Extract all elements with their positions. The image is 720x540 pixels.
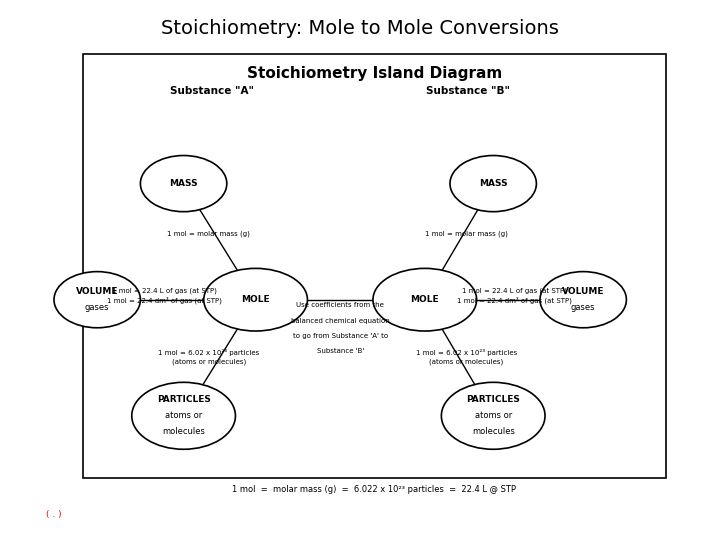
Text: 1 mol = 6.02 x 10²³ particles: 1 mol = 6.02 x 10²³ particles [416, 349, 517, 356]
Text: atoms or: atoms or [165, 411, 202, 420]
Text: PARTICLES: PARTICLES [157, 395, 210, 404]
Text: VOLUME: VOLUME [562, 287, 605, 296]
Text: gases: gases [85, 303, 109, 312]
Text: (atoms or molecules): (atoms or molecules) [429, 359, 504, 365]
Text: Stoichiometry: Mole to Mole Conversions: Stoichiometry: Mole to Mole Conversions [161, 19, 559, 38]
Text: 1 mol  =  molar mass (g)  =  6.022 x 10²³ particles  =  22.4 L @ STP: 1 mol = molar mass (g) = 6.022 x 10²³ pa… [233, 485, 516, 494]
Text: atoms or: atoms or [474, 411, 512, 420]
Ellipse shape [540, 272, 626, 328]
Ellipse shape [140, 156, 227, 212]
Ellipse shape [204, 268, 307, 331]
Text: 1 mol = 22.4 dm³ of gas (at STP): 1 mol = 22.4 dm³ of gas (at STP) [107, 296, 222, 304]
Text: 1 mol = 22.4 dm³ of gas (at STP): 1 mol = 22.4 dm³ of gas (at STP) [456, 296, 572, 304]
Text: (atoms or molecules): (atoms or molecules) [171, 359, 246, 365]
Text: ( . ): ( . ) [46, 510, 62, 518]
Ellipse shape [373, 268, 477, 331]
Text: 1 mol = 22.4 L of gas (at STP): 1 mol = 22.4 L of gas (at STP) [112, 288, 217, 294]
Text: Substance "B": Substance "B" [426, 86, 510, 97]
Text: Substance 'B': Substance 'B' [317, 348, 364, 354]
Text: MOLE: MOLE [410, 295, 439, 304]
Text: MASS: MASS [169, 179, 198, 188]
Ellipse shape [450, 156, 536, 212]
Text: gases: gases [571, 303, 595, 312]
Text: PARTICLES: PARTICLES [467, 395, 520, 404]
Text: VOLUME: VOLUME [76, 287, 119, 296]
Text: balanced chemical equation: balanced chemical equation [291, 318, 390, 323]
Ellipse shape [441, 382, 545, 449]
Text: Substance "A": Substance "A" [171, 86, 254, 97]
Ellipse shape [132, 382, 235, 449]
Text: 1 mol = molar mass (g): 1 mol = molar mass (g) [425, 231, 508, 237]
Text: MASS: MASS [479, 179, 508, 188]
Text: 1 mol = 22.4 L of gas (at STP): 1 mol = 22.4 L of gas (at STP) [462, 288, 567, 294]
FancyBboxPatch shape [83, 54, 666, 478]
Text: Stoichiometry Island Diagram: Stoichiometry Island Diagram [247, 66, 502, 81]
Text: 1 mol = 6.02 x 10²³ particles: 1 mol = 6.02 x 10²³ particles [158, 349, 259, 356]
Text: Use coefficients from the: Use coefficients from the [296, 302, 384, 308]
Text: molecules: molecules [162, 428, 205, 436]
Text: molecules: molecules [472, 428, 515, 436]
Text: MOLE: MOLE [241, 295, 270, 304]
Text: 1 mol = molar mass (g): 1 mol = molar mass (g) [167, 231, 251, 237]
Text: to go from Substance 'A' to: to go from Substance 'A' to [292, 333, 388, 339]
Ellipse shape [54, 272, 140, 328]
